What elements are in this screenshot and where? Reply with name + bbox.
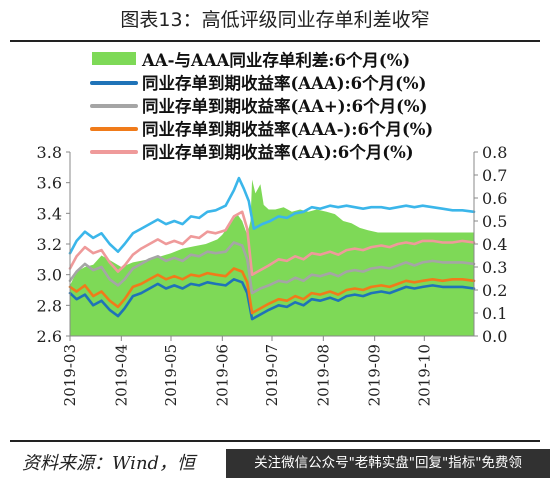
y-left-tick-label: 3.4 [37,204,62,223]
y-right-tick-label: 0.6 [482,189,507,208]
chart: 2.6 2.8 3.0 3.2 3.4 3.6 3.8 0.0 0.1 0.2 0.3 0.4 0.5 0… [37,50,508,406]
footer-divider [10,440,540,442]
legend-swatch-area [92,52,136,65]
y-left-tick-label: 3.2 [37,235,62,254]
y-right-tick-label: 0.2 [482,281,507,300]
yield-lines-layer [68,176,476,321]
series-line-5 [68,176,476,255]
x-tick-label: 2019-09 [366,344,384,406]
source-note: 资料来源：Wind，恒 [22,453,196,474]
legend-label: 同业存单到期收益率(AA):6个月(%) [142,142,414,162]
x-tick-label: 2019-06 [213,344,231,406]
legend-label: 同业存单到期收益率(AAA-):6个月(%) [142,119,433,139]
y-left-tick-label: 2.6 [37,327,62,346]
axes-layer: 2.6 2.8 3.0 3.2 3.4 3.6 3.8 0.0 0.1 0.2 0.3 0.4 0.5 0… [37,143,508,406]
series-spread-area [70,179,474,336]
legend-label: 同业存单到期收益率(AAA):6个月(%) [142,73,426,93]
series-line-2 [68,241,476,295]
y-right-tick-label: 0.4 [482,235,507,254]
series-line-4 [68,210,476,277]
y-left-tick-label: 3.8 [37,143,62,162]
y-right-tick-label: 0.1 [482,304,507,323]
x-tick-label: 2019-05 [162,344,180,406]
x-tick-label: 2019-07 [263,344,281,406]
y-right-tick-label: 0.0 [482,327,507,346]
x-tick-label: 2019-03 [61,344,79,406]
y-right-tick-label: 0.7 [482,166,507,185]
series-line-1 [68,277,476,321]
legend-label: 同业存单到期收益率(AA+):6个月(%) [142,96,427,116]
x-tick-label: 2019-10 [415,344,433,406]
y-left-tick-label: 3.6 [37,174,62,193]
title-divider [10,40,540,42]
y-left-tick-label: 3.0 [37,266,62,285]
page-title: 图表13：高低评级同业存单利差收窄 [120,9,430,31]
y-right-tick-label: 0.3 [482,258,507,277]
x-tick-label: 2019-04 [112,344,130,406]
x-tick-label: 2019-08 [314,344,332,406]
spread-area-layer [70,179,474,336]
y-right-tick-label: 0.8 [482,143,507,162]
y-right-tick-label: 0.5 [482,212,507,231]
y-left-tick-label: 2.8 [37,296,62,315]
series-line-3 [68,267,476,315]
legend: AA-与AAA同业存单利差:6个月(%) 同业存单到期收益率(AAA):6个月(%… [90,50,433,162]
legend-label: AA-与AAA同业存单利差:6个月(%) [141,50,410,70]
watermark-banner: 关注微信公众号"老韩实盘"回复"指标"免费领 [226,449,550,478]
